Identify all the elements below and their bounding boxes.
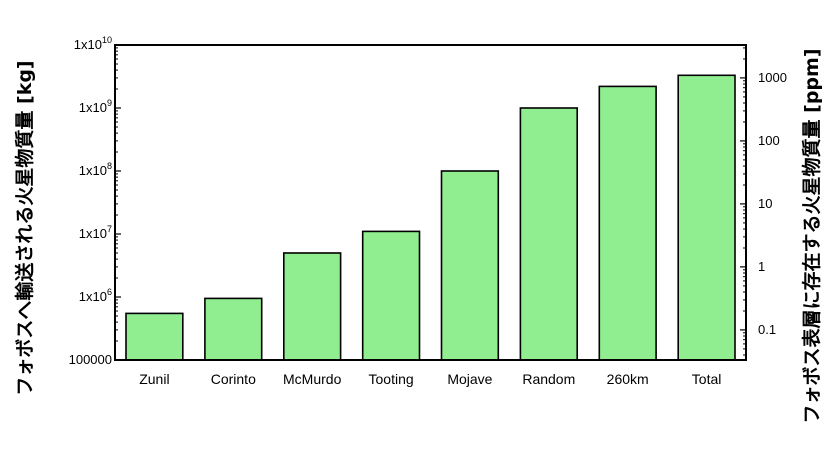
y2-tick-label: 100: [758, 133, 780, 148]
bar-mcmurdo: [282, 252, 342, 361]
y-tick-label: 1x109: [79, 98, 112, 115]
right-axis: 0.1 1 10 100 1000: [740, 47, 787, 356]
bar-zunil: [125, 312, 184, 361]
y2-tick-label: 10: [758, 196, 772, 211]
x-tick-label-tooting: Tooting: [369, 371, 414, 387]
x-axis: Zunil Corinto McMurdo Tooting Mojave Random 26…: [139, 371, 721, 387]
bar-corinto: [204, 297, 263, 361]
y-tick-label: 100000: [69, 352, 112, 367]
y2-tick-label: 0.1: [758, 322, 776, 337]
y-axis-title-left: フォボスへ輸送される火星物質量 [kg]: [13, 60, 36, 395]
y2-tick-label: 1: [758, 259, 765, 274]
bar-mojave: [440, 170, 500, 361]
bar-random: [519, 107, 579, 361]
left-axis: 100000 1x106 1x107 1x108 1x109 1x1010: [69, 35, 121, 367]
bar-tooting: [361, 230, 421, 361]
x-tick-label-total: Total: [692, 371, 722, 387]
y2-tick-label: 1000: [758, 70, 787, 85]
bar-260km: [598, 85, 657, 361]
x-tick-label-random: Random: [522, 371, 575, 387]
bars-group: [125, 74, 736, 361]
x-tick-label-mcmurdo: McMurdo: [283, 371, 342, 387]
y-tick-label: 1x106: [79, 287, 112, 304]
y-tick-label: 1x1010: [74, 35, 112, 52]
bar-total: [677, 74, 736, 361]
x-tick-label-corinto: Corinto: [211, 371, 256, 387]
y-tick-label: 1x108: [79, 161, 112, 178]
x-tick-label-260km: 260km: [607, 371, 649, 387]
plot-frame: [114, 44, 747, 361]
y-tick-label: 1x107: [79, 224, 112, 241]
y-axis-title-right: フォボス表層に存在する火星物質量 [ppm]: [800, 49, 823, 424]
x-tick-label-mojave: Mojave: [447, 371, 492, 387]
x-tick-label-zunil: Zunil: [139, 371, 169, 387]
